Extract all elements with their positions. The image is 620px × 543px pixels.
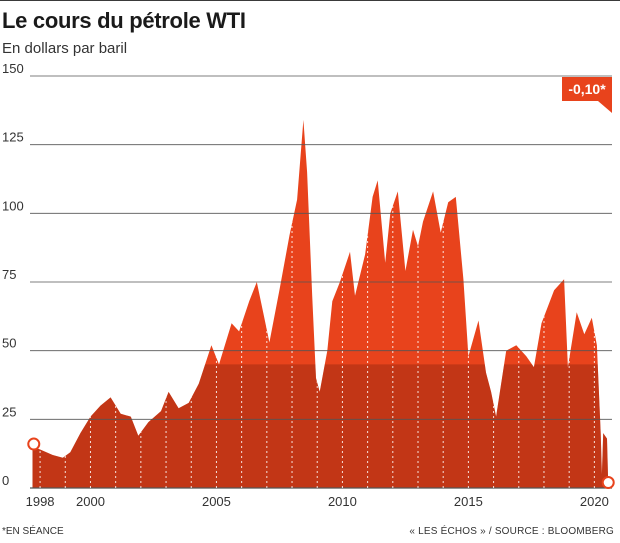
change-badge: -0,10* [562,77,612,101]
x-tick-label: 2010 [328,494,357,509]
area-layer [32,119,609,489]
texture-stripes [32,364,609,488]
footnote: *EN SÉANCE [2,526,64,537]
x-tick-label: 2005 [202,494,231,509]
y-tick-label: 125 [2,130,24,145]
y-tick-label: 0 [2,473,9,488]
x-axis-ticks: 1998 2000 2005 2010 2015 2020 [26,494,609,509]
y-tick-label: 50 [2,336,16,351]
change-badge-pointer [598,101,612,113]
end-marker [601,476,615,490]
y-tick-label: 150 [2,61,24,76]
source-credit: « LES ÉCHOS » / SOURCE : BLOOMBERG [409,526,614,537]
texture-band [32,364,609,488]
y-tick-label: 75 [2,267,16,282]
oil-price-chart: 0 25 50 75 100 125 150 1998 2000 2005 2010 2015 202… [2,61,615,509]
y-tick-label: 100 [2,198,24,213]
y-axis-ticks: 0 25 50 75 100 125 150 [2,61,24,488]
top-rule [0,0,620,1]
y-tick-label: 25 [2,404,16,419]
x-tick-label: 2000 [76,494,105,509]
x-tick-label: 2015 [454,494,483,509]
page-title: Le cours du pétrole WTI [2,8,246,33]
markers [27,437,615,490]
x-tick-label: 1998 [26,494,55,509]
start-marker [27,437,41,451]
x-tick-label: 2020 [580,494,609,509]
price-area [32,119,609,489]
chart-subtitle: En dollars par baril [2,40,128,57]
